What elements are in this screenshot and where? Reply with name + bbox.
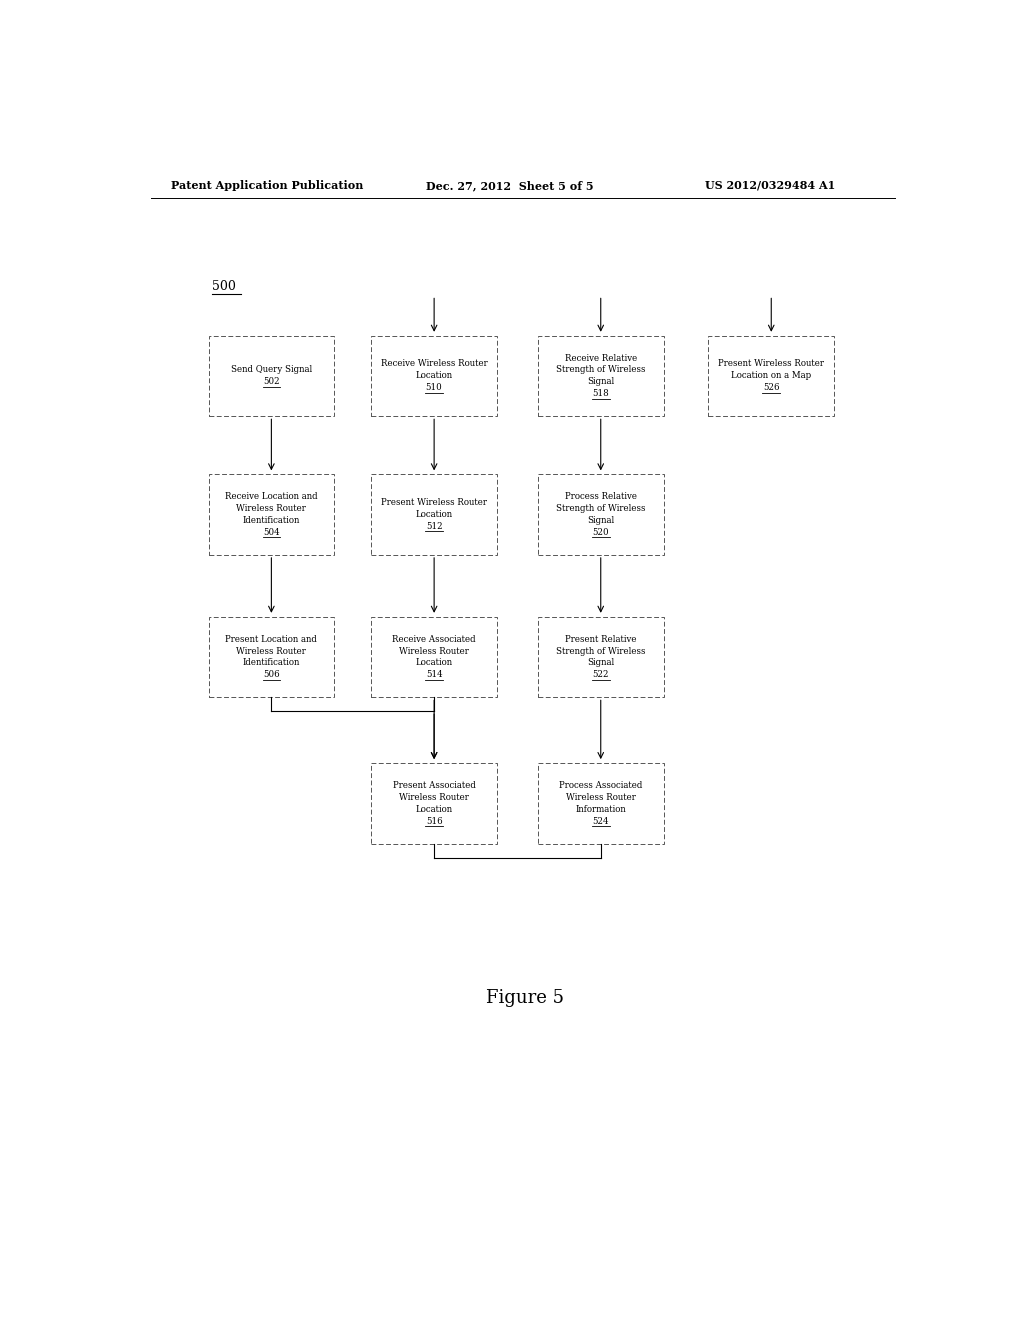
FancyBboxPatch shape xyxy=(709,335,834,416)
Text: Location: Location xyxy=(416,659,453,668)
Text: 510: 510 xyxy=(426,383,442,392)
Text: 504: 504 xyxy=(263,528,280,537)
FancyBboxPatch shape xyxy=(538,763,664,843)
Text: Wireless Router: Wireless Router xyxy=(399,647,469,656)
Text: Present Wireless Router: Present Wireless Router xyxy=(381,498,487,507)
Text: Information: Information xyxy=(575,805,626,813)
Text: Process Associated: Process Associated xyxy=(559,781,642,789)
Text: Signal: Signal xyxy=(587,378,614,387)
Text: 512: 512 xyxy=(426,521,442,531)
Text: 526: 526 xyxy=(763,383,779,392)
FancyBboxPatch shape xyxy=(372,763,497,843)
FancyBboxPatch shape xyxy=(209,616,334,697)
Text: 502: 502 xyxy=(263,378,280,387)
Text: Wireless Router: Wireless Router xyxy=(237,647,306,656)
Text: 524: 524 xyxy=(593,817,609,826)
FancyBboxPatch shape xyxy=(209,335,334,416)
Text: Location on a Map: Location on a Map xyxy=(731,371,811,380)
Text: Figure 5: Figure 5 xyxy=(485,989,564,1007)
Text: Present Associated: Present Associated xyxy=(392,781,475,789)
Text: Present Wireless Router: Present Wireless Router xyxy=(718,359,824,368)
Text: Receive Associated: Receive Associated xyxy=(392,635,476,644)
FancyBboxPatch shape xyxy=(372,474,497,554)
FancyBboxPatch shape xyxy=(538,616,664,697)
Text: Present Relative: Present Relative xyxy=(565,635,637,644)
Text: Receive Wireless Router: Receive Wireless Router xyxy=(381,359,487,368)
Text: Identification: Identification xyxy=(243,659,300,668)
Text: Dec. 27, 2012  Sheet 5 of 5: Dec. 27, 2012 Sheet 5 of 5 xyxy=(426,180,594,191)
Text: Send Query Signal: Send Query Signal xyxy=(230,366,312,375)
Text: Wireless Router: Wireless Router xyxy=(237,504,306,513)
Text: 500: 500 xyxy=(212,280,236,293)
Text: 520: 520 xyxy=(593,528,609,537)
Text: Wireless Router: Wireless Router xyxy=(399,793,469,801)
Text: Signal: Signal xyxy=(587,516,614,525)
Text: Wireless Router: Wireless Router xyxy=(566,793,636,801)
FancyBboxPatch shape xyxy=(372,335,497,416)
Text: Receive Relative: Receive Relative xyxy=(564,354,637,363)
Text: 522: 522 xyxy=(593,671,609,680)
FancyBboxPatch shape xyxy=(538,335,664,416)
Text: Present Location and: Present Location and xyxy=(225,635,317,644)
Text: 506: 506 xyxy=(263,671,280,680)
Text: Location: Location xyxy=(416,510,453,519)
Text: US 2012/0329484 A1: US 2012/0329484 A1 xyxy=(706,180,836,191)
Text: Signal: Signal xyxy=(587,659,614,668)
Text: Identification: Identification xyxy=(243,516,300,525)
Text: 518: 518 xyxy=(592,389,609,399)
FancyBboxPatch shape xyxy=(372,616,497,697)
Text: Strength of Wireless: Strength of Wireless xyxy=(556,504,645,513)
FancyBboxPatch shape xyxy=(209,474,334,554)
Text: 516: 516 xyxy=(426,817,442,826)
Text: Strength of Wireless: Strength of Wireless xyxy=(556,647,645,656)
Text: Strength of Wireless: Strength of Wireless xyxy=(556,366,645,375)
Text: Receive Location and: Receive Location and xyxy=(225,492,317,502)
Text: Location: Location xyxy=(416,371,453,380)
Text: Patent Application Publication: Patent Application Publication xyxy=(171,180,362,191)
Text: Process Relative: Process Relative xyxy=(565,492,637,502)
FancyBboxPatch shape xyxy=(538,474,664,554)
Text: Location: Location xyxy=(416,805,453,813)
Text: 514: 514 xyxy=(426,671,442,680)
